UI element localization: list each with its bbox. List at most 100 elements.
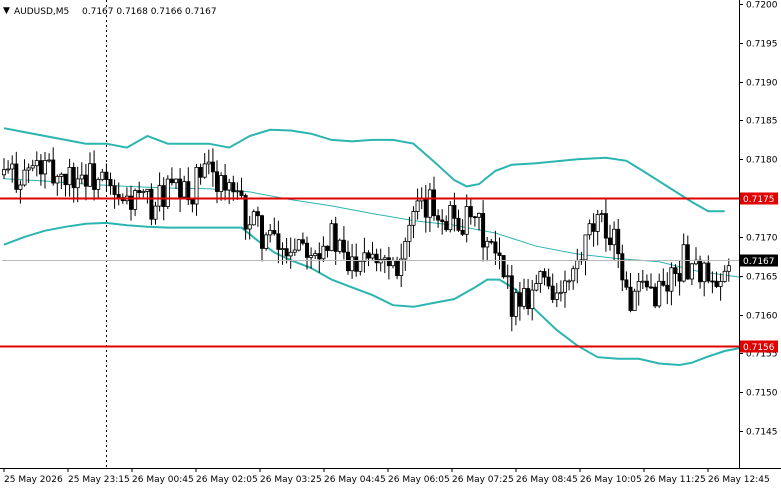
candle-bull — [296, 239, 301, 251]
candle-bull — [411, 211, 416, 226]
symbol-menu-icon[interactable]: ▼ — [3, 6, 10, 16]
candle-bull — [726, 265, 731, 272]
candle-bull — [669, 267, 674, 292]
candle-bull — [18, 184, 23, 190]
candle-bear — [497, 252, 502, 256]
candle-bear — [710, 280, 715, 283]
candle-bear — [304, 242, 309, 258]
candle-bull — [79, 174, 84, 180]
candle-bull — [362, 252, 367, 262]
x-tick-label: 26 May 11:25 — [644, 475, 706, 485]
candle-bear — [108, 178, 113, 187]
candle-bear — [423, 197, 428, 218]
candle-bull — [251, 211, 256, 226]
candle-bear — [14, 163, 19, 190]
candle-bear — [714, 280, 719, 287]
candle-bear — [698, 259, 703, 283]
candle-bear — [706, 262, 711, 282]
candle-bull — [309, 255, 314, 258]
candle-bull — [133, 190, 138, 210]
candle-bull — [30, 165, 35, 169]
candle-bear — [546, 276, 551, 287]
candle-bear — [591, 223, 596, 232]
candle-bear — [272, 229, 277, 235]
candle-bear — [317, 253, 322, 260]
candle-bear — [649, 286, 654, 289]
candle-bear — [149, 188, 154, 220]
candle-bear — [276, 233, 281, 250]
candle-bull — [75, 178, 80, 189]
candle-bull — [689, 263, 694, 280]
candle-bull — [722, 270, 727, 282]
candle-bear — [644, 280, 649, 288]
candle-bull — [247, 224, 252, 230]
candle-bull — [6, 168, 11, 171]
candle-bear — [550, 285, 555, 300]
candle-bear — [653, 286, 658, 307]
candle-bull — [288, 251, 293, 257]
candle-bear — [436, 215, 441, 221]
current-price-tag — [740, 254, 778, 267]
candle-bull — [219, 175, 224, 192]
candle-bear — [38, 160, 43, 175]
candle-bear — [665, 284, 670, 292]
candle-bear — [161, 185, 166, 208]
candle-bear — [493, 241, 498, 254]
candle-bear — [112, 185, 117, 195]
y-tick-label: 0.7185 — [746, 117, 778, 127]
candle-bull — [88, 163, 93, 187]
candle-bull — [632, 290, 637, 311]
candle-bear — [386, 257, 391, 267]
candle-bear — [71, 166, 76, 189]
candle-bear — [198, 166, 203, 178]
candle-bear — [243, 195, 248, 230]
candle-bear — [214, 171, 219, 192]
x-tick-label: 26 May 10:05 — [580, 475, 642, 485]
candle-bull — [403, 240, 408, 260]
level-price-label: 0.7175 — [743, 195, 775, 205]
candle-bear — [517, 292, 522, 307]
y-tick-label: 0.7155 — [746, 350, 778, 360]
candle-bull — [599, 213, 604, 216]
candle-bull — [264, 234, 269, 249]
candle-bear — [440, 219, 445, 222]
x-tick-label: 26 May 02:05 — [196, 475, 258, 485]
candle-bear — [63, 173, 68, 186]
candle-bull — [415, 200, 420, 212]
candle-bull — [558, 291, 563, 294]
candle-bull — [571, 268, 576, 282]
candle-bear — [620, 253, 625, 281]
candle-bull — [448, 204, 453, 231]
candle-bear — [51, 159, 56, 184]
candle-bear — [210, 161, 215, 173]
candle-bear — [300, 239, 305, 244]
symbol-label: AUDUSD,M5 — [14, 7, 69, 17]
level-price-tag — [740, 340, 778, 353]
candle-bear — [481, 212, 486, 248]
candle-bear — [542, 271, 547, 278]
candle-bull — [538, 271, 543, 285]
candle-bull — [407, 224, 412, 242]
candle-bull — [292, 249, 297, 253]
candle-bull — [67, 166, 72, 186]
candle-bear — [608, 237, 613, 245]
candle-bear — [616, 228, 621, 255]
candle-bull — [587, 223, 592, 236]
candle-bear — [190, 199, 195, 205]
y-tick-label: 0.7170 — [746, 234, 778, 244]
level-price-label: 0.7156 — [743, 343, 775, 353]
candle-bull — [427, 189, 432, 218]
y-tick-label: 0.7150 — [746, 389, 778, 399]
y-tick-label: 0.7165 — [746, 273, 778, 283]
y-tick-label: 0.7160 — [746, 312, 778, 322]
candle-bear — [259, 215, 264, 249]
y-tick-label: 0.7190 — [746, 79, 778, 89]
candle-bull — [157, 185, 162, 207]
candle-bull — [567, 280, 572, 283]
candle-bull — [321, 245, 326, 260]
candle-bear — [169, 178, 174, 184]
candle-bull — [370, 253, 375, 259]
candle-bull — [194, 166, 199, 205]
y-tick-label: 0.7200 — [746, 1, 778, 11]
